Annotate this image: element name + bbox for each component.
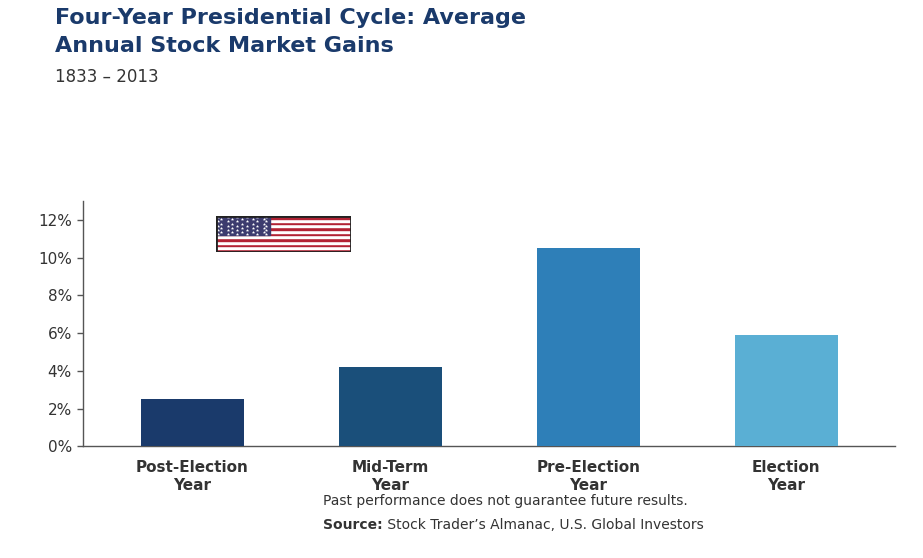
Text: 1833 – 2013: 1833 – 2013 xyxy=(55,68,159,86)
Bar xyxy=(140,399,244,446)
Text: Source:: Source: xyxy=(323,518,383,532)
Bar xyxy=(216,235,351,238)
Bar xyxy=(216,233,351,235)
Bar xyxy=(216,216,351,219)
Bar xyxy=(537,248,640,446)
Text: Stock Trader’s Almanac, U.S. Global Investors: Stock Trader’s Almanac, U.S. Global Inve… xyxy=(383,518,704,532)
Bar xyxy=(735,335,838,446)
Bar xyxy=(339,367,441,446)
Bar xyxy=(216,249,351,252)
Text: Past performance does not guarantee future results.: Past performance does not guarantee futu… xyxy=(323,494,688,508)
Bar xyxy=(216,224,351,227)
Bar xyxy=(216,241,351,244)
Bar xyxy=(216,222,351,224)
Bar xyxy=(216,230,351,233)
Text: Four-Year Presidential Cycle: Average: Four-Year Presidential Cycle: Average xyxy=(55,8,526,28)
Bar xyxy=(216,227,351,230)
Bar xyxy=(216,219,351,222)
Bar xyxy=(216,238,351,241)
Bar xyxy=(216,246,351,249)
Bar xyxy=(216,244,351,246)
Bar xyxy=(216,216,270,235)
Text: Annual Stock Market Gains: Annual Stock Market Gains xyxy=(55,36,394,56)
